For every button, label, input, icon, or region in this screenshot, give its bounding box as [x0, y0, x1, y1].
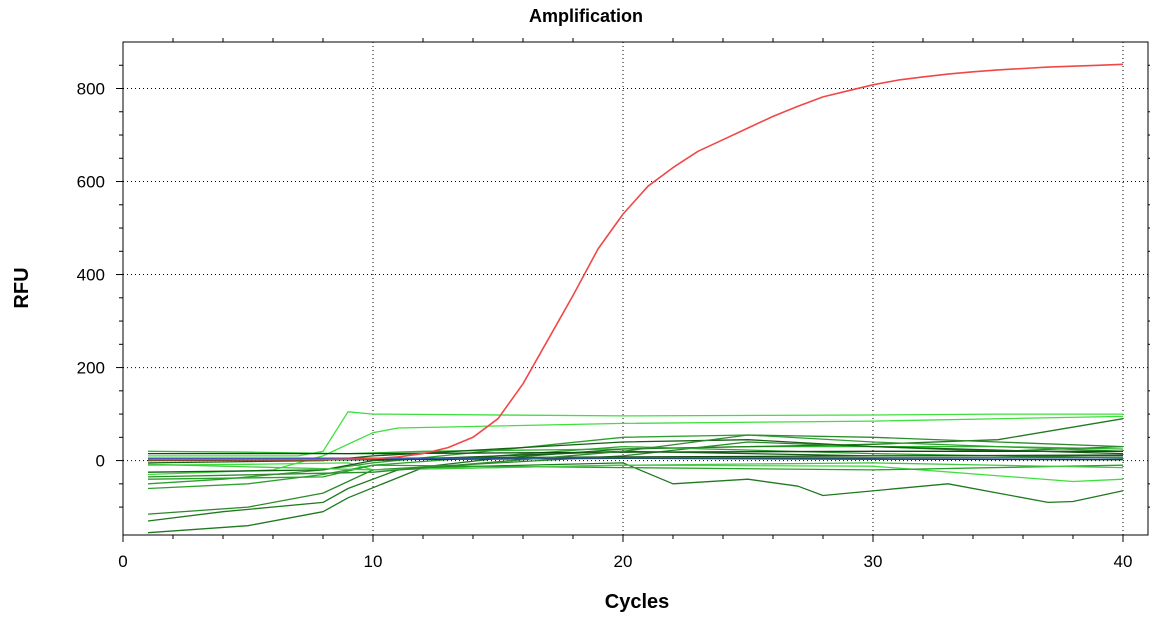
amplification-curve-baseline — [148, 450, 1123, 455]
amplification-curve-baseline — [147, 450, 1123, 473]
plot-frame — [122, 41, 1149, 536]
amplification-curve-baseline — [147, 462, 1124, 534]
y-tick-label: 200 — [77, 359, 105, 378]
axis-ticks — [116, 38, 1150, 542]
series-lines — [147, 63, 1124, 534]
amplification-curve-baseline — [147, 462, 1124, 471]
y-axis-title: RFU — [11, 267, 33, 308]
x-tick-label: 40 — [1114, 552, 1133, 571]
grid — [123, 42, 1148, 535]
amplification-curve-positive — [148, 63, 1124, 461]
x-tick-label: 0 — [118, 552, 127, 571]
amplification-curve-baseline — [147, 439, 1124, 464]
y-tick-label: 400 — [77, 266, 105, 285]
y-tick-label: 0 — [96, 452, 105, 471]
amplification-curve-baseline — [148, 411, 1123, 457]
amplification-curve-baseline — [147, 457, 1123, 460]
chart-title: Amplification — [529, 6, 643, 26]
amplification-curve-baseline — [147, 441, 1124, 515]
x-tick-label: 10 — [364, 552, 383, 571]
x-axis-title: Cycles — [605, 591, 670, 613]
amplification-curve-baseline — [147, 445, 1124, 455]
x-tick-label: 20 — [614, 552, 633, 571]
amplification-curve-baseline — [147, 464, 1124, 480]
amplification-curve-baseline — [147, 434, 1124, 478]
y-tick-label: 600 — [77, 173, 105, 192]
x-tick-label: 30 — [864, 552, 883, 571]
amplification-curve-baseline — [147, 434, 1124, 485]
y-tick-label: 800 — [77, 80, 105, 99]
